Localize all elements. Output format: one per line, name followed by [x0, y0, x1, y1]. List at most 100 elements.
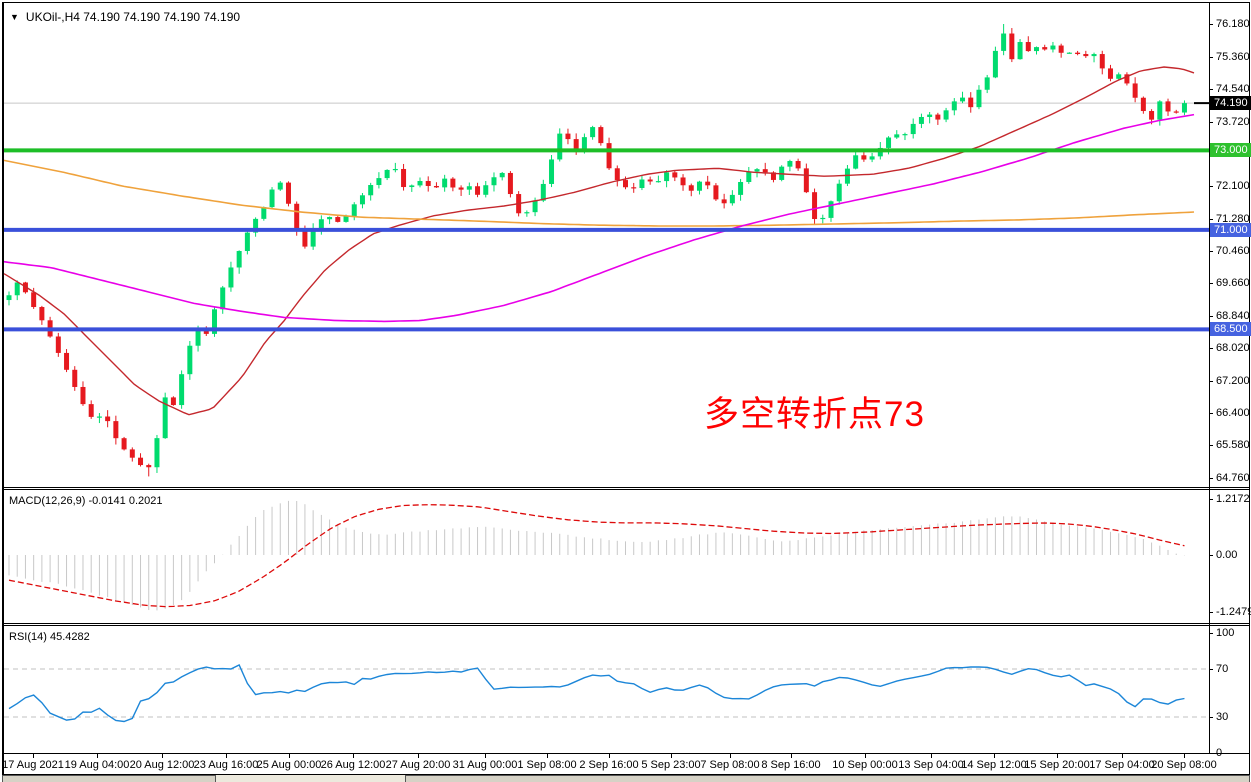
window-bottom-strip: [2, 775, 1250, 782]
candle-body: [787, 161, 793, 167]
candle-body: [6, 295, 12, 301]
candle-body: [762, 169, 768, 173]
candle-body: [170, 397, 176, 406]
panel-separator-macd[interactable]: [4, 487, 1249, 490]
candle-body: [244, 232, 250, 252]
time-axis-label: 7 Sep 08:00: [700, 759, 760, 771]
price-axis-label: 64.760: [1216, 472, 1250, 484]
candle-body: [853, 155, 859, 169]
macd-axis-label-tick: [1209, 612, 1213, 614]
time-axis-label: 20 Aug 12:00: [129, 759, 195, 771]
candle-body: [80, 386, 86, 405]
price-axis-label: 67.200: [1216, 374, 1250, 387]
candle-body: [335, 217, 341, 222]
macd-histogram: [8, 500, 1185, 611]
candle-body: [351, 204, 357, 217]
time-tick: [730, 754, 731, 758]
candle-body: [187, 345, 193, 375]
price-axis-label: 68.020: [1216, 342, 1250, 355]
candle-body: [1066, 52, 1072, 54]
rsi-axis-label-tick: [1209, 633, 1213, 634]
candle-body: [705, 181, 711, 186]
candle-body: [524, 212, 530, 214]
candle-body: [886, 137, 892, 148]
price-axis-label-tick: [1209, 478, 1213, 479]
time-tick: [162, 754, 163, 758]
candle-body: [129, 449, 135, 458]
candle-body: [655, 181, 661, 183]
candle-body: [844, 168, 850, 184]
bottom-scrollbar-fragment[interactable]: [405, 775, 1250, 782]
time-tick: [418, 754, 419, 758]
panel-separator-rsi[interactable]: [4, 623, 1249, 626]
bottom-tab-fragment[interactable]: [2, 775, 216, 782]
price-axis-label: 76.180: [1216, 18, 1250, 30]
time-axis-label: 17 Aug 2021: [2, 759, 64, 771]
candle-body: [236, 251, 242, 268]
candle-body: [1034, 47, 1039, 52]
price-axis-label: 66.400: [1216, 406, 1250, 419]
candle-body: [466, 186, 472, 190]
time-tick: [791, 754, 792, 758]
time-axis-label: 31 Aug 00:00: [452, 759, 518, 771]
price-badge-73.000: 73.000: [1210, 143, 1251, 158]
time-axis-label: 27 Aug 20:00: [385, 759, 451, 771]
candle-body: [836, 183, 842, 202]
price-axis-label: 71.280: [1216, 212, 1250, 225]
candle-body: [302, 229, 308, 247]
time-axis-label: 25 Aug 00:00: [256, 759, 322, 771]
candle-body: [96, 416, 102, 418]
candle-body: [647, 179, 653, 182]
rsi-panel-canvas[interactable]: [4, 628, 1209, 753]
main-chart-canvas[interactable]: [3, 3, 1209, 487]
candle-body: [1165, 101, 1171, 112]
time-axis-label: 14 Sep 12:00: [961, 759, 1027, 771]
macd-panel-canvas[interactable]: [4, 490, 1209, 623]
time-tick: [226, 754, 227, 758]
candle-body: [1116, 74, 1122, 79]
candle-body: [113, 421, 119, 439]
price-axis-label-tick: [1209, 56, 1213, 58]
candle-body: [138, 457, 144, 466]
candle-body: [812, 192, 818, 220]
candle-body: [754, 169, 760, 172]
candle-body: [14, 282, 20, 296]
rsi-line: [8, 664, 1185, 723]
candle-body: [1149, 111, 1155, 120]
time-axis-label: 2 Sep 16:00: [579, 759, 639, 771]
time-axis-label: 20 Sep 08:00: [1151, 759, 1217, 771]
candle-body: [195, 329, 201, 346]
macd-signal-line: [8, 504, 1185, 608]
candle-body: [984, 77, 990, 90]
candle-body: [680, 177, 686, 186]
rsi-axis-label: 70: [1216, 663, 1229, 675]
rsi-axis-label-tick: [1209, 717, 1213, 718]
candle-body: [212, 309, 217, 334]
chart-annotation-text[interactable]: 多空转折点73: [704, 395, 925, 434]
candle-body: [417, 181, 423, 186]
price-badge-68.500: 68.500: [1210, 322, 1251, 337]
price-axis[interactable]: 76.18075.36074.54073.72072.92072.10071.2…: [1209, 3, 1251, 759]
candle-body: [565, 133, 571, 140]
candle-body: [795, 161, 801, 169]
candle-body: [1058, 45, 1064, 53]
candle-body: [910, 123, 916, 135]
candle-body: [935, 114, 941, 120]
candle-body: [688, 185, 694, 191]
macd-axis-label-tick: [1209, 499, 1213, 501]
one-click-trading-icon[interactable]: ▼: [10, 12, 19, 22]
time-axis-label: 17 Sep 04:00: [1089, 759, 1155, 771]
candle-body: [1132, 83, 1138, 98]
time-axis[interactable]: 17 Aug 2021 19 Aug 04:00 20 Aug 12:00 23 Au…: [2, 753, 1249, 776]
candle-body: [968, 97, 974, 108]
candle-body: [976, 89, 982, 108]
candle-body: [450, 178, 456, 188]
candle-body: [869, 156, 875, 160]
candle-body: [927, 114, 933, 117]
candle-body: [121, 438, 127, 450]
time-axis-label: 8 Sep 16:00: [761, 759, 821, 771]
candle-body: [918, 116, 924, 124]
price-axis-label-tick: [1209, 445, 1213, 447]
time-tick: [97, 754, 98, 758]
candle-body: [475, 186, 481, 195]
